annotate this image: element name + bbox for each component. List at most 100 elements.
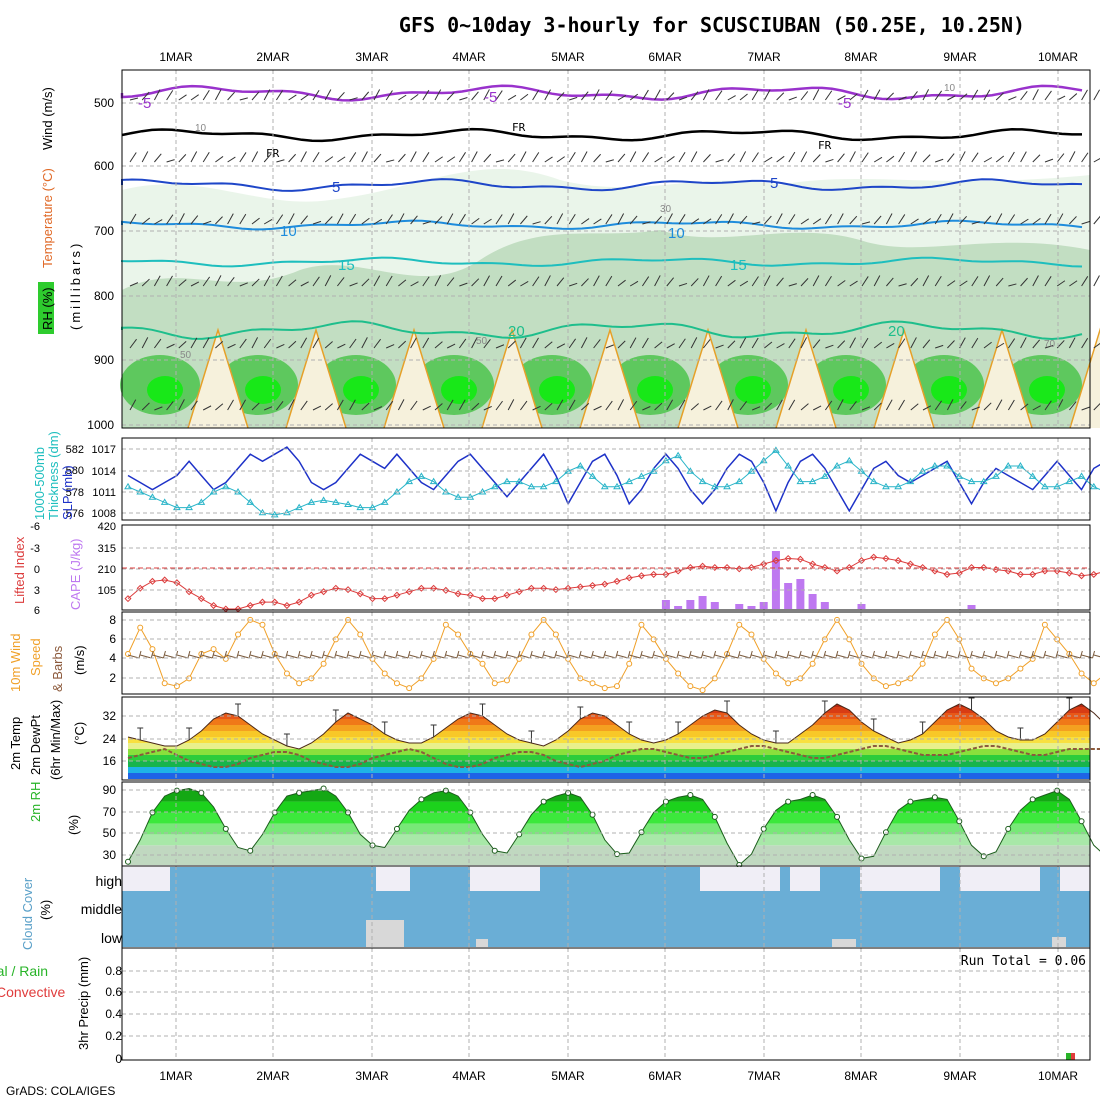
wind-barb [581,403,590,411]
wind-barb [300,151,307,163]
wind-barb [276,159,285,163]
wind-barb [532,89,540,101]
rh-axis-label: RH (%) [40,287,55,330]
wind-barb [678,214,686,225]
cape-tick: 420 [98,521,116,533]
rh-core [343,376,379,404]
wind-barb [898,283,907,287]
cloud-clear-high [122,867,170,891]
wind-barb [324,275,332,287]
wind-barb [434,89,442,101]
grid-lines [122,70,1090,1060]
wind-barb-10m [1081,654,1093,659]
wind-barb [422,221,431,225]
wind-barb [861,221,871,225]
wind-barb [715,214,723,225]
wind-barb [751,89,759,101]
lifted-index-point [1004,567,1012,575]
lifted-index-point [503,591,511,599]
contour-label-10: 10 [668,225,685,242]
wind-barb [1020,403,1029,411]
cape-bar [808,594,817,609]
wind-barb [471,91,479,101]
contour-label-minus5: -5 [838,95,851,112]
wind-barb [885,399,893,411]
wind-barb [763,275,771,287]
cape-tick: 210 [98,564,116,576]
wind-barb-10m-feather [383,650,386,659]
wind-barb [703,405,712,411]
wind-barb [446,156,456,163]
wind-barb [837,153,845,163]
precip-tick: 0.4 [105,1007,122,1021]
thickness-point [417,472,426,479]
wind-speed-point [968,665,975,672]
warm-cone [481,327,543,429]
wind-barb-10m [188,654,201,659]
wind-barb-10m-feather [957,650,961,659]
wind-barb [1081,337,1089,349]
thickness-point [1089,482,1098,490]
wind-barb [739,151,747,163]
wind-barb [763,89,771,101]
date-label: 9MAR [943,1069,977,1083]
thickness-point [283,508,291,516]
wind-barb [678,96,688,101]
wind-barb [507,399,515,411]
wind-barb [227,213,234,225]
wind-barb [824,400,833,411]
wind-barb [324,341,333,349]
wind-barb [654,89,661,101]
wind-barb-10m-feather [945,650,949,659]
wind-barb [275,214,284,225]
wind-barb [410,93,419,101]
wind-barb-10m-feather [1043,650,1047,659]
rh2m-point [1054,787,1061,794]
wind-barb [593,89,600,101]
rh2m-point [1078,818,1085,825]
wind-barb [959,93,968,101]
thickness-point [979,477,988,485]
cloud-low-label: low [101,930,123,946]
wind-speed-point [699,687,706,694]
thickness-point [1053,482,1061,490]
temp-band [128,773,1090,779]
wind-barb [605,344,614,349]
wind-barb [434,275,442,287]
wind-barb [739,215,748,225]
thickness-point [527,482,536,490]
wind-barb-10m-feather [994,650,998,659]
rh-tick: 50 [103,826,117,840]
lifted-index-point [124,595,132,603]
cape-bar [698,596,707,609]
rh2m-point [345,809,352,816]
wind-barb [605,275,613,287]
lifted-index-point [601,580,609,588]
date-label: 9MAR [943,50,977,64]
wind-barb [812,339,821,349]
wind-speed-point [785,680,792,687]
wind-speed-point [931,631,938,638]
wind-barb [910,277,919,287]
wind-barb [154,406,163,411]
precip-total-label: Total / Rain [0,963,48,979]
lifted-index-point [809,560,817,568]
wind-barb [397,399,405,411]
cape-bar [784,583,793,609]
lifted-index-point [246,602,254,610]
thickness-point [490,482,499,490]
wind-barb [690,337,698,349]
panel-frame [121,437,1091,521]
lifted-index-point [344,586,352,594]
panel-frame [121,69,1091,429]
wind-barb [483,339,491,349]
wind-barb [764,402,773,411]
wind-barb [556,399,564,411]
wind-barb [361,337,368,349]
thickness-point [600,482,609,490]
wind-barb [751,152,759,163]
wind-barb [556,156,565,163]
lifted-index-point [283,602,291,610]
date-label: 1MAR [159,1069,193,1083]
slp-ticks: 582 580 578 576 1017 1014 1011 1008 [66,444,116,520]
